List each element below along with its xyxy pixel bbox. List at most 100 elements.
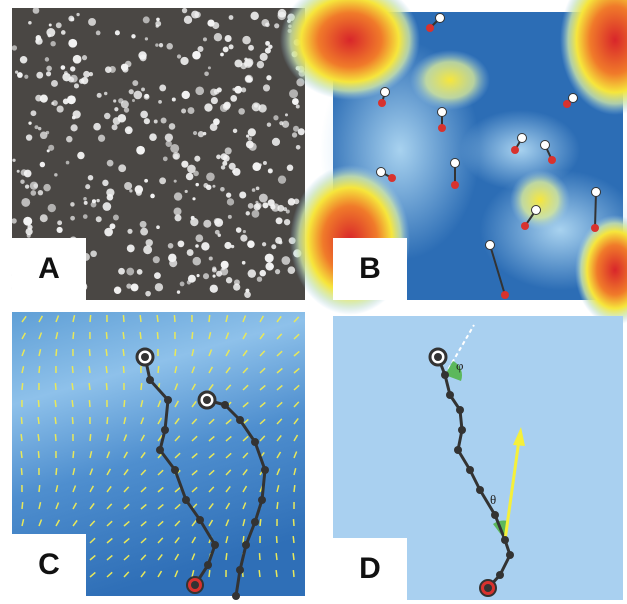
cell <box>233 129 237 133</box>
cell <box>57 105 64 112</box>
cell <box>17 72 23 78</box>
field-arrow <box>123 315 124 322</box>
field-arrow <box>293 536 294 543</box>
cell <box>222 161 227 166</box>
field-arrow <box>276 570 277 577</box>
cell <box>163 156 168 161</box>
cell <box>46 66 52 72</box>
end-point <box>521 222 529 230</box>
cell <box>115 30 120 35</box>
cell <box>134 91 143 100</box>
cell <box>204 103 212 111</box>
track-point <box>496 571 504 579</box>
cell <box>174 192 182 200</box>
cell <box>96 216 102 222</box>
cell <box>96 31 101 36</box>
cell <box>248 128 256 136</box>
end-point <box>501 291 509 299</box>
cell <box>197 274 200 277</box>
field-arrow <box>22 502 23 509</box>
cell <box>259 270 266 277</box>
cell <box>233 168 241 176</box>
cell <box>248 269 256 277</box>
cell <box>36 35 42 41</box>
field-arrow <box>89 400 90 407</box>
cell <box>276 217 283 224</box>
field-arrow <box>72 417 73 424</box>
cell <box>21 198 30 207</box>
field-arrow <box>123 332 124 339</box>
cell <box>248 203 254 209</box>
cell <box>182 8 187 13</box>
cell <box>40 214 48 222</box>
cell <box>216 155 221 160</box>
cell <box>203 37 207 41</box>
cell <box>283 207 287 211</box>
cell <box>263 161 267 165</box>
cell <box>143 245 152 254</box>
track-point <box>454 446 462 454</box>
cell <box>224 102 231 109</box>
track-point <box>446 391 454 399</box>
cell <box>43 184 50 191</box>
start-point <box>436 14 445 23</box>
cell <box>246 135 249 138</box>
end-point <box>548 156 556 164</box>
track-point <box>476 486 484 494</box>
cell <box>155 43 158 46</box>
cell <box>210 285 218 293</box>
cell <box>229 44 234 49</box>
cell <box>126 284 131 289</box>
start-point <box>451 159 460 168</box>
cell <box>240 235 247 242</box>
cell <box>155 283 163 291</box>
cell <box>214 218 221 225</box>
cell <box>209 256 213 260</box>
cell <box>166 141 172 147</box>
cell <box>113 99 116 102</box>
cell <box>213 275 216 278</box>
cell <box>203 220 211 228</box>
field-arrow <box>38 434 39 441</box>
cell <box>239 191 246 198</box>
cell <box>252 162 261 171</box>
cell <box>252 188 256 192</box>
track-point <box>191 581 199 589</box>
cell <box>129 189 132 192</box>
cell <box>26 134 32 140</box>
cell <box>195 234 203 242</box>
cell <box>70 202 74 206</box>
cell <box>159 177 166 184</box>
cell <box>62 73 70 81</box>
field-arrow <box>107 417 108 424</box>
cell <box>71 124 78 131</box>
cell <box>27 234 31 238</box>
cell <box>248 45 254 51</box>
panel-b <box>280 0 627 325</box>
cell <box>262 202 268 208</box>
cell <box>73 55 82 64</box>
field-arrow <box>56 468 57 475</box>
cell <box>144 118 150 124</box>
field-arrow <box>276 553 277 560</box>
cell <box>146 239 153 246</box>
cell <box>127 244 135 252</box>
cell <box>267 123 271 127</box>
cell <box>149 133 157 141</box>
cell <box>153 256 160 263</box>
cell <box>195 183 198 186</box>
cell <box>182 91 190 99</box>
cell <box>198 131 204 137</box>
cell <box>279 121 283 125</box>
cell <box>271 244 276 249</box>
start-point <box>541 141 550 150</box>
cell <box>45 57 49 61</box>
phi-label: φ <box>456 358 464 373</box>
cell <box>203 273 209 279</box>
cell <box>85 184 90 189</box>
field-arrow <box>123 366 124 373</box>
cell <box>21 169 28 176</box>
start-point <box>381 88 390 97</box>
cell <box>156 25 159 28</box>
cell <box>275 237 282 244</box>
